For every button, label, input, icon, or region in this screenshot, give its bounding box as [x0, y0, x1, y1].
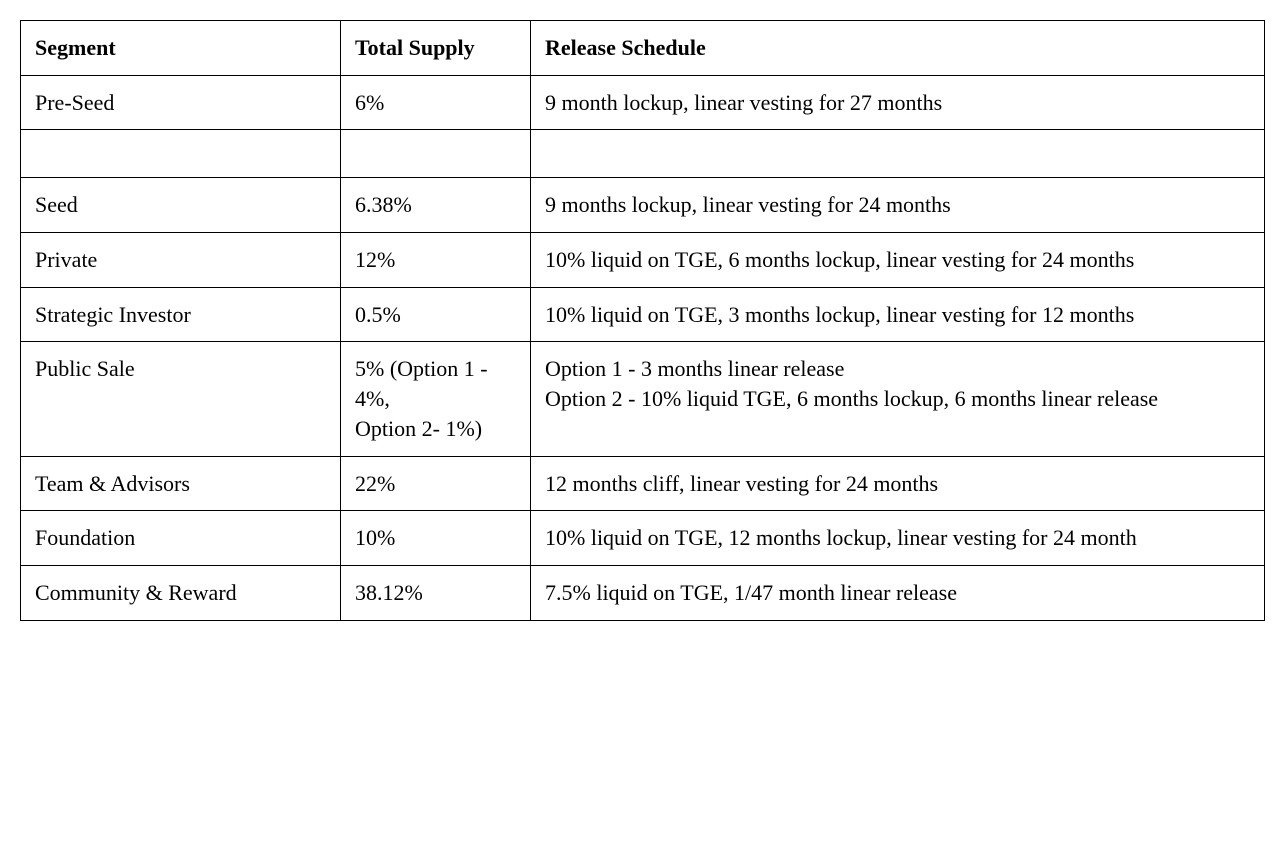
cell-release-schedule: 12 months cliff, linear vesting for 24 m… — [531, 456, 1265, 511]
table-row: Seed 6.38% 9 months lockup, linear vesti… — [21, 178, 1265, 233]
cell-segment: Strategic Investor — [21, 287, 341, 342]
cell-segment: Community & Reward — [21, 565, 341, 620]
cell-release-schedule: 9 month lockup, linear vesting for 27 mo… — [531, 75, 1265, 130]
cell-total-supply: 38.12% — [341, 565, 531, 620]
cell-total-supply: 10% — [341, 511, 531, 566]
cell-total-supply: 0.5% — [341, 287, 531, 342]
cell-segment: Seed — [21, 178, 341, 233]
cell-total-supply — [341, 130, 531, 178]
table-row: Public Sale 5% (Option 1 - 4%,Option 2- … — [21, 342, 1265, 456]
header-segment: Segment — [21, 21, 341, 76]
cell-total-supply: 6.38% — [341, 178, 531, 233]
table-row-empty — [21, 130, 1265, 178]
cell-release-schedule: Option 1 - 3 months linear releaseOption… — [531, 342, 1265, 456]
header-release-schedule: Release Schedule — [531, 21, 1265, 76]
table-row: Private 12% 10% liquid on TGE, 6 months … — [21, 233, 1265, 288]
cell-total-supply: 22% — [341, 456, 531, 511]
cell-segment: Pre-Seed — [21, 75, 341, 130]
cell-release-schedule: 7.5% liquid on TGE, 1/47 month linear re… — [531, 565, 1265, 620]
cell-segment: Team & Advisors — [21, 456, 341, 511]
table-row: Strategic Investor 0.5% 10% liquid on TG… — [21, 287, 1265, 342]
cell-release-schedule: 10% liquid on TGE, 6 months lockup, line… — [531, 233, 1265, 288]
cell-segment: Public Sale — [21, 342, 341, 456]
table-row: Pre-Seed 6% 9 month lockup, linear vesti… — [21, 75, 1265, 130]
cell-release-schedule: 9 months lockup, linear vesting for 24 m… — [531, 178, 1265, 233]
header-total-supply: Total Supply — [341, 21, 531, 76]
cell-release-schedule — [531, 130, 1265, 178]
token-supply-table: Segment Total Supply Release Schedule Pr… — [20, 20, 1265, 621]
cell-segment: Private — [21, 233, 341, 288]
table-row: Foundation 10% 10% liquid on TGE, 12 mon… — [21, 511, 1265, 566]
cell-total-supply: 6% — [341, 75, 531, 130]
cell-total-supply: 5% (Option 1 - 4%,Option 2- 1%) — [341, 342, 531, 456]
cell-segment — [21, 130, 341, 178]
table-header-row: Segment Total Supply Release Schedule — [21, 21, 1265, 76]
table-row: Team & Advisors 22% 12 months cliff, lin… — [21, 456, 1265, 511]
cell-release-schedule: 10% liquid on TGE, 12 months lockup, lin… — [531, 511, 1265, 566]
cell-release-schedule: 10% liquid on TGE, 3 months lockup, line… — [531, 287, 1265, 342]
table-row: Community & Reward 38.12% 7.5% liquid on… — [21, 565, 1265, 620]
cell-total-supply: 12% — [341, 233, 531, 288]
cell-segment: Foundation — [21, 511, 341, 566]
